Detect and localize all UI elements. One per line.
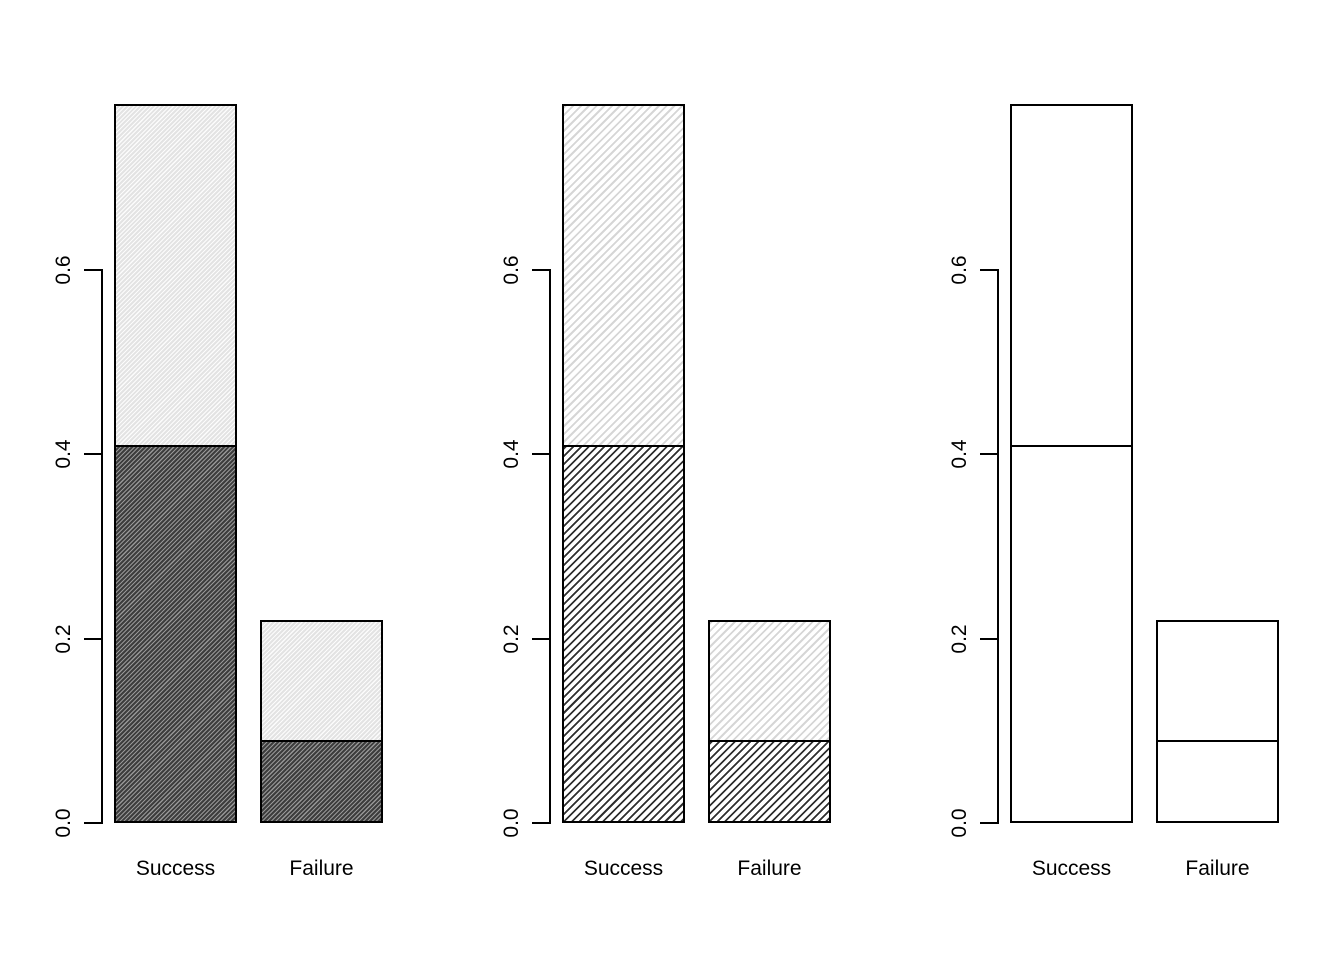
bar-segment-lower [262, 740, 381, 821]
x-category-label: Success [583, 857, 664, 880]
x-category-label: Success [135, 857, 216, 880]
barplot-panel-left: 0.0 0.2 0.4 0.6 Success Failure [0, 0, 448, 960]
bar-failure [260, 620, 383, 823]
y-axis-tick-label: 0.0 [948, 808, 971, 838]
bar-failure [708, 620, 831, 823]
y-axis-tick [532, 269, 549, 271]
bar-segment-lower [564, 445, 683, 821]
bar-segment-lower [710, 740, 829, 821]
y-axis-tick [84, 637, 101, 640]
y-axis-tick-label: 0.6 [52, 255, 75, 285]
x-category-label: Failure [1185, 857, 1250, 880]
y-axis-tick [532, 637, 549, 640]
y-axis-tick [980, 637, 997, 640]
y-axis-tick [980, 453, 997, 456]
y-axis-tick-label: 0.6 [948, 255, 971, 285]
x-category-label: Failure [289, 857, 354, 880]
barplot-panel-right: 0.0 0.2 0.4 0.6 Success Failure [896, 0, 1344, 960]
y-axis-tick [532, 822, 549, 824]
bar-success [114, 104, 237, 823]
x-category-label: Success [1031, 857, 1112, 880]
bar-failure [1156, 620, 1279, 823]
bar-segment-lower [1012, 445, 1131, 821]
y-axis-tick-label: 0.2 [948, 624, 971, 654]
y-axis-line [549, 269, 551, 824]
y-axis-tick-label: 0.4 [52, 439, 75, 469]
y-axis-line [997, 269, 999, 824]
bar-segment-lower [1158, 740, 1277, 821]
y-axis-tick [532, 453, 549, 456]
x-category-label: Failure [737, 857, 802, 880]
y-axis-tick [84, 822, 101, 824]
y-axis-tick [980, 269, 997, 271]
y-axis-tick [84, 453, 101, 456]
bar-segment-lower [116, 445, 235, 821]
y-axis-tick-label: 0.4 [500, 439, 523, 469]
bar-success [1010, 104, 1133, 823]
y-axis-tick [84, 269, 101, 271]
y-axis-tick-label: 0.0 [500, 808, 523, 838]
bar-success [562, 104, 685, 823]
y-axis-tick [980, 822, 997, 824]
y-axis-tick-label: 0.2 [52, 624, 75, 654]
y-axis-tick-label: 0.0 [52, 808, 75, 838]
barplot-panel-middle: 0.0 0.2 0.4 0.6 Success Failure [448, 0, 896, 960]
y-axis-tick-label: 0.4 [948, 439, 971, 469]
y-axis-line [101, 269, 103, 824]
y-axis-tick-label: 0.2 [500, 624, 523, 654]
y-axis-tick-label: 0.6 [500, 255, 523, 285]
